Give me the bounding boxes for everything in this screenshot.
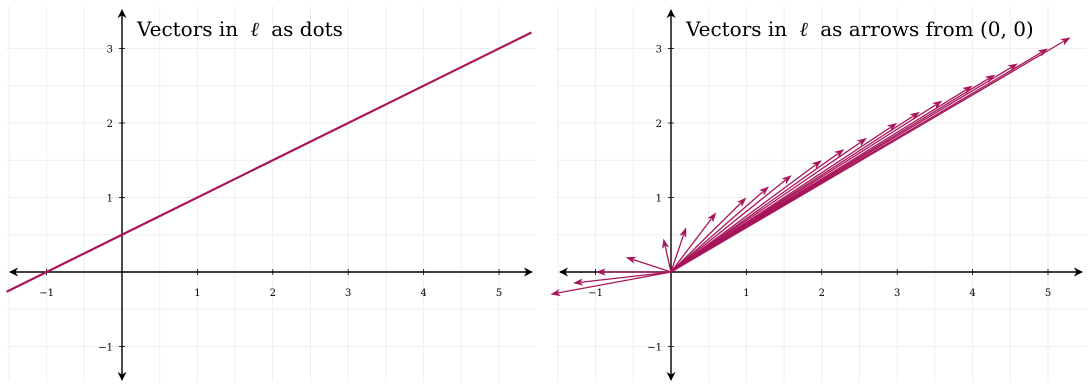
x-tick-label: 4 xyxy=(420,288,426,299)
vector-head xyxy=(1007,63,1018,72)
x-tick-label: 1 xyxy=(743,288,749,299)
marks xyxy=(6,31,532,293)
panel-title: Vectors in ℓ as dots xyxy=(136,17,343,41)
vector-arrow xyxy=(670,212,717,273)
marks xyxy=(550,37,1071,297)
y-tick-label: 3 xyxy=(656,45,662,56)
vector-shaft xyxy=(664,246,672,273)
vector-head xyxy=(595,268,606,276)
vector-shaft xyxy=(670,191,764,273)
title-symbol: ℓ xyxy=(251,17,260,41)
x-tick-label: −1 xyxy=(39,288,54,299)
vector-arrow xyxy=(595,268,671,276)
x-tick-label: 3 xyxy=(894,288,900,299)
title-prefix: Vectors in xyxy=(685,17,787,41)
vector-shaft xyxy=(580,271,672,283)
vector-head xyxy=(736,197,747,208)
vector-head xyxy=(781,175,792,185)
vector-head xyxy=(932,100,943,110)
vector-shaft xyxy=(633,258,672,273)
x-tick-label: 1 xyxy=(194,288,200,299)
vector-head xyxy=(759,186,770,196)
vector-head xyxy=(886,123,898,132)
x-tick-label: 5 xyxy=(496,288,502,299)
vector-head xyxy=(811,160,822,170)
vector-head xyxy=(984,74,996,83)
vector-arrow xyxy=(670,197,747,273)
y-tick-label: 3 xyxy=(107,45,113,56)
title-suffix: as dots xyxy=(271,17,343,41)
vector-shaft xyxy=(670,141,861,273)
vector-shaft xyxy=(670,40,1065,273)
vector-head xyxy=(572,278,584,286)
tick-labels: −1 1 2 3 4 5 −1 1 2 3 xyxy=(39,45,502,354)
y-tick-label: 1 xyxy=(656,194,662,205)
panel-vectors-as-arrows: −1 1 2 3 4 5 −1 1 2 3 Vectors in ℓ as arrows from… xyxy=(550,6,1086,382)
vector-head xyxy=(679,227,687,238)
x-tick-label: 2 xyxy=(270,288,276,299)
vector-head xyxy=(550,288,561,297)
vector-head xyxy=(909,111,920,121)
x-tick-label: 4 xyxy=(969,288,975,299)
vector-head xyxy=(1060,37,1071,46)
vector-head xyxy=(962,85,973,95)
y-tick-label: 2 xyxy=(107,119,113,130)
y-tick-label: 2 xyxy=(656,119,662,130)
vector-head xyxy=(1037,48,1048,57)
vector-arrow xyxy=(670,137,868,273)
vector-shaft xyxy=(670,234,685,273)
title-symbol: ℓ xyxy=(800,17,809,41)
vector-shaft xyxy=(670,202,742,273)
title-prefix: Vectors in xyxy=(136,17,238,41)
vector-head xyxy=(707,212,717,223)
vector-head xyxy=(834,149,845,158)
vector-arrow xyxy=(550,271,672,297)
line-l xyxy=(6,31,532,293)
y-tick-label: −1 xyxy=(647,343,662,354)
vector-shaft xyxy=(558,271,672,294)
vector-arrow xyxy=(572,271,672,286)
vector-head xyxy=(662,238,670,250)
vector-head xyxy=(856,137,868,147)
vector-arrow xyxy=(662,238,672,273)
axes xyxy=(559,9,1083,381)
axes xyxy=(9,9,533,381)
x-tick-label: 5 xyxy=(1045,288,1051,299)
vector-head xyxy=(625,256,637,264)
title-suffix: as arrows from (0, 0) xyxy=(820,17,1033,41)
x-tick-label: −1 xyxy=(588,288,603,299)
vector-arrow xyxy=(670,37,1071,273)
vector-arrow xyxy=(670,186,770,273)
vector-arrow xyxy=(670,227,687,273)
x-tick-label: 2 xyxy=(819,288,825,299)
y-tick-label: 1 xyxy=(107,194,113,205)
panel-vectors-as-dots: −1 1 2 3 4 5 −1 1 2 3 Vectors in ℓ as dots xyxy=(6,6,536,382)
grid xyxy=(556,6,1086,382)
vector-shaft xyxy=(670,179,786,273)
tick-labels: −1 1 2 3 4 5 −1 1 2 3 xyxy=(588,45,1051,354)
vector-arrow xyxy=(625,256,672,273)
vector-arrow xyxy=(670,175,792,273)
x-tick-label: 3 xyxy=(345,288,351,299)
grid xyxy=(6,6,536,382)
y-tick-label: −1 xyxy=(98,343,113,354)
panel-title: Vectors in ℓ as arrows from (0, 0) xyxy=(685,17,1034,41)
vector-shaft xyxy=(670,218,712,273)
